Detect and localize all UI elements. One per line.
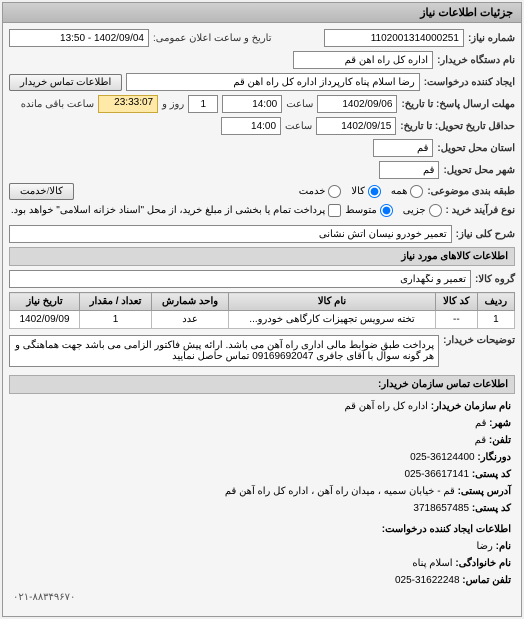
- col-date: تاریخ نیاز: [10, 293, 80, 311]
- buyer-contact-button[interactable]: اطلاعات تماس خریدار: [9, 74, 122, 91]
- table-header-row: ردیف کد کالا نام کالا واحد شمارش تعداد /…: [10, 293, 515, 311]
- proc-note-check[interactable]: پرداخت تمام یا بخشی از مبلغ خرید، از محل…: [11, 204, 341, 217]
- fax-value: 36124400-025: [410, 452, 475, 463]
- panel-title: جزئیات اطلاعات نیاز: [3, 3, 521, 23]
- buyer-org-label: نام دستگاه خریدار:: [437, 55, 515, 66]
- time-label-1: ساعت: [286, 99, 313, 110]
- subject-goods-radio[interactable]: کالا: [351, 185, 381, 198]
- delivery-province-label: استان محل تحویل:: [437, 143, 515, 154]
- col-name: نام کالا: [229, 293, 436, 311]
- deadline-label: مهلت ارسال پاسخ: تا تاریخ:: [401, 99, 515, 110]
- table-row[interactable]: 1 -- تخته سرویس تجهیزات کارگاهی خودرو...…: [10, 311, 515, 329]
- requester-field[interactable]: [126, 73, 419, 91]
- family-value: اسلام پناه: [412, 558, 452, 569]
- need-desc-label: شرح کلی نیاز:: [456, 229, 515, 240]
- details-panel: جزئیات اطلاعات نیاز شماره نیاز: تاریخ و …: [2, 2, 522, 617]
- min-delivery-time-field[interactable]: [221, 117, 281, 135]
- buyer-note-label: توضیحات خریدار:: [443, 335, 515, 346]
- cell-code: --: [435, 311, 477, 329]
- contact-info-block: نام سازمان خریدار: اداره کل راه آهن قم ش…: [9, 394, 515, 610]
- name-value: رضا: [476, 541, 492, 552]
- cell-date: 1402/09/09: [10, 311, 80, 329]
- time-label-2: ساعت: [285, 121, 312, 132]
- remaining-time-field: 23:33:07: [98, 95, 158, 113]
- group-label: گروه کالا:: [475, 274, 515, 285]
- fax-label: دورنگار:: [477, 452, 511, 463]
- postcode-label: کد پستی:: [472, 469, 511, 480]
- postal-label: کد پستی:: [472, 503, 511, 514]
- min-delivery-label: حداقل تاریخ تحویل: تا تاریخ:: [400, 121, 515, 132]
- subject-all-radio[interactable]: همه: [391, 185, 423, 198]
- col-qty: تعداد / مقدار: [80, 293, 152, 311]
- cell-qty: 1: [80, 311, 152, 329]
- remaining-days-field: [188, 95, 218, 113]
- remaining-time-label: ساعت باقی مانده: [21, 99, 94, 110]
- contact-section-header: اطلاعات تماس سازمان خریدار:: [9, 375, 515, 394]
- min-delivery-date-field[interactable]: [316, 117, 396, 135]
- remaining-day-label: روز و: [162, 99, 184, 110]
- payment-button[interactable]: کالا/خدمت: [9, 183, 74, 200]
- phone-value: قم: [475, 435, 486, 446]
- announce-label: تاریخ و ساعت اعلان عمومی:: [153, 33, 272, 44]
- deadline-date-field[interactable]: [317, 95, 397, 113]
- subject-class-label: طبقه بندی موضوعی:: [427, 186, 515, 197]
- need-desc-field[interactable]: [9, 225, 452, 243]
- name-label: نام:: [496, 541, 511, 552]
- subject-service-radio[interactable]: خدمت: [299, 185, 342, 198]
- family-label: نام خانوادگی:: [455, 558, 511, 569]
- deadline-time-field[interactable]: [222, 95, 282, 113]
- contact-phone-value: 31622248-025: [395, 575, 460, 586]
- city-label: شهر:: [489, 418, 511, 429]
- group-field[interactable]: [9, 270, 471, 288]
- req-creator-section: اطلاعات ایجاد کننده درخواست:: [13, 521, 511, 538]
- phone-label: تلفن:: [489, 435, 511, 446]
- cell-unit: عدد: [152, 311, 229, 329]
- proc-minor-radio[interactable]: جزیی: [403, 204, 442, 217]
- delivery-city-label: شهر محل تحویل:: [443, 165, 515, 176]
- postal-value: 3718657485: [413, 503, 469, 514]
- col-code: کد کالا: [435, 293, 477, 311]
- col-unit: واحد شمارش: [152, 293, 229, 311]
- request-number-label: شماره نیاز:: [468, 33, 515, 44]
- org-label: نام سازمان خریدار:: [431, 401, 511, 412]
- requester-label: ایجاد کننده درخواست:: [424, 77, 515, 88]
- announce-field[interactable]: [9, 29, 149, 47]
- purchase-process-label: نوع فرآیند خرید :: [446, 205, 515, 216]
- items-table: ردیف کد کالا نام کالا واحد شمارش تعداد /…: [9, 292, 515, 329]
- delivery-city-field[interactable]: [379, 161, 439, 179]
- cell-name: تخته سرویس تجهیزات کارگاهی خودرو...: [229, 311, 436, 329]
- process-radio-group: جزیی متوسط: [345, 204, 441, 217]
- address-label: آدرس پستی:: [458, 486, 511, 497]
- request-number-field[interactable]: [324, 29, 464, 47]
- buyer-note-box: پرداخت طبق ضوابط مالی اداری راه آهن می ب…: [9, 335, 439, 367]
- proc-medium-radio[interactable]: متوسط: [345, 204, 392, 217]
- delivery-province-field[interactable]: [373, 139, 433, 157]
- buyer-org-field[interactable]: [293, 51, 433, 69]
- panel-body: شماره نیاز: تاریخ و ساعت اعلان عمومی: نا…: [3, 23, 521, 616]
- cell-row: 1: [477, 311, 514, 329]
- col-row: ردیف: [477, 293, 514, 311]
- postcode-value: 36617141-025: [405, 469, 470, 480]
- city-value: قم: [475, 418, 486, 429]
- address-value: قم - خیابان سمیه ، میدان راه آهن ، اداره…: [225, 486, 455, 497]
- subject-radio-group: همه کالا خدمت: [299, 185, 424, 198]
- contact-phone-label: تلفن تماس:: [462, 575, 511, 586]
- items-section-header: اطلاعات کالاهای مورد نیاز: [9, 247, 515, 266]
- footer-phone: ۰۲۱-۸۸۳۴۹۶۷۰: [13, 589, 511, 606]
- org-value: اداره کل راه آهن قم: [344, 401, 427, 412]
